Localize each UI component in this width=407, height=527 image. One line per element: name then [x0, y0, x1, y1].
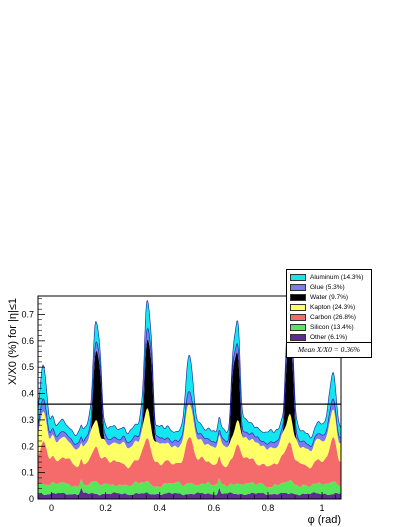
legend-swatch [290, 283, 306, 291]
legend-label: Kapton (24.3%) [310, 303, 356, 311]
legend-entry: Aluminum (14.3%) [290, 272, 363, 282]
x-axis-label: φ (rad) [308, 514, 341, 526]
legend-swatch [290, 333, 306, 341]
y-tick-label: 0.1 [21, 468, 34, 478]
x-tick-label: 0.6 [208, 503, 221, 513]
axes: 0 0.1 0.2 0.3 0.4 0.5 0.6 0.7 0 0.2 0.4 0.6 0.8 1 X/X0… [7, 295, 342, 526]
legend-entry: Glue (5.3%) [290, 282, 345, 292]
legend-label: Carbon (26.8%) [310, 313, 356, 321]
legend-summary: Mean X/X0 = 0.36% [297, 345, 361, 354]
legend-entry: Other (6.1%) [290, 332, 347, 342]
y-tick-label: 0.5 [21, 362, 34, 372]
legend-swatch [290, 303, 306, 311]
area-carbon [38, 437, 341, 488]
legend-entry: Carbon (26.8%) [290, 312, 356, 322]
area-water [38, 339, 341, 452]
y-tick-label: 0.4 [21, 389, 34, 399]
legend-swatch [290, 293, 306, 301]
legend-label: Water (9.7%) [310, 293, 349, 301]
legend-entry: Water (9.7%) [290, 292, 348, 302]
plot-frame [37, 295, 342, 500]
legend-entry: Silicon (13.4%) [290, 322, 354, 332]
legend-entry: Kapton (24.3%) [290, 302, 355, 312]
area-kapton [38, 403, 341, 469]
x-tick-label: 0.8 [262, 503, 275, 513]
legend: Aluminum (14.3%) Glue (5.3%) Water (9.7%) K… [286, 269, 372, 358]
y-tick-label: 0.3 [21, 415, 34, 425]
x-tick-label: 0.4 [153, 503, 166, 513]
x-tick-label: 1 [320, 503, 325, 513]
y-tick-label: 0 [29, 494, 34, 504]
legend-label: Aluminum (14.3%) [310, 273, 364, 281]
area-silicon [38, 478, 341, 496]
legend-label: Silicon (13.4%) [310, 323, 354, 331]
area-glue [38, 328, 341, 452]
area-other [38, 487, 341, 499]
y-tick-label: 0.7 [21, 309, 34, 319]
legend-swatch [290, 323, 306, 331]
legend-label: Glue (5.3%) [310, 283, 345, 291]
y-tick-label: 0.6 [21, 336, 34, 346]
legend-label: Other (6.1%) [310, 333, 348, 341]
legend-separator [287, 342, 371, 343]
x-tick-label: 0 [49, 503, 54, 513]
y-axis-label: X/X0 (%) for |η|≤1 [7, 298, 19, 385]
legend-swatch [290, 273, 306, 281]
legend-swatch [290, 313, 306, 321]
y-tick-label: 0.2 [21, 441, 34, 451]
x-tick-label: 0.2 [99, 503, 112, 513]
